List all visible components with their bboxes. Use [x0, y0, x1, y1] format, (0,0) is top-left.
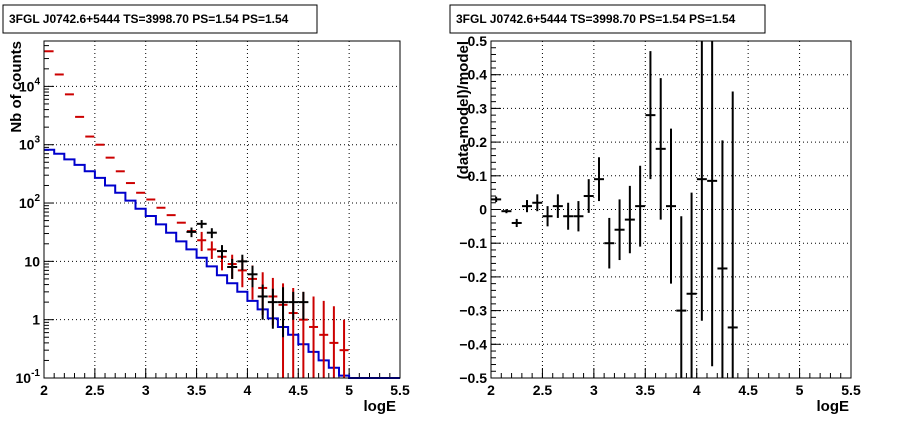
y-tick-label-2: 0.5 [468, 33, 488, 49]
plot-area-1 [44, 41, 400, 378]
y-tick-label-1: 10 [24, 253, 40, 269]
x-tick-label-2: 5 [796, 382, 804, 398]
y-tick-label-2: 0.3 [468, 100, 488, 116]
y-tick-label-2: −0.3 [459, 303, 487, 319]
y-tick-label-2: 0 [479, 202, 487, 218]
y-axis-title-2: (data-model)/model [455, 41, 472, 179]
title-box-2 [449, 4, 766, 34]
title-box-1 [2, 4, 318, 34]
y-tick-label-2: 0.4 [468, 67, 488, 83]
y-tick-label-1: 103 [19, 135, 41, 153]
x-tick-label-2: 2 [487, 382, 495, 398]
y-tick-label-1: 10-1 [16, 368, 41, 386]
model-step-line [44, 148, 400, 379]
x-tick-label-2: 5.5 [841, 382, 861, 398]
x-tick-label-1: 3.5 [187, 382, 207, 398]
x-tick-label-2: 3.5 [636, 382, 656, 398]
x-axis-title-1: logE [364, 398, 397, 415]
x-tick-label-1: 2 [40, 382, 48, 398]
x-tick-label-1: 5.5 [390, 382, 410, 398]
x-axis-title-2: logE [817, 398, 850, 415]
x-tick-label-1: 4.5 [289, 382, 309, 398]
x-tick-label-1: 5 [345, 382, 353, 398]
x-tick-label-2: 3 [590, 382, 598, 398]
y-tick-label-2: −0.2 [459, 269, 487, 285]
y-tick-label-1: 1 [32, 312, 40, 328]
x-tick-label-2: 4 [693, 382, 701, 398]
y-tick-label-2: −0.4 [459, 336, 487, 352]
plot-frame-1 [43, 40, 401, 379]
y-tick-label-2: −0.1 [459, 235, 487, 251]
plot-frame-2 [490, 40, 852, 379]
x-tick-label-1: 2.5 [85, 382, 105, 398]
chart-title-1: 3FGL J0742.6+5444 TS=3998.70 PS=1.54 PS=… [9, 12, 289, 26]
x-tick-label-1: 4 [244, 382, 252, 398]
y-tick-label-1: 104 [19, 76, 41, 94]
y-axis-title-1: Nb of counts [8, 41, 25, 133]
x-tick-label-2: 2.5 [533, 382, 553, 398]
x-tick-label-1: 3 [142, 382, 150, 398]
y-tick-label-2: −0.5 [459, 370, 487, 386]
y-tick-label-2: 0.2 [468, 134, 488, 150]
x-tick-label-2: 4.5 [738, 382, 758, 398]
chart-title-2: 3FGL J0742.6+5444 TS=3998.70 PS=1.54 PS=… [456, 12, 736, 26]
y-tick-label-2: 0.1 [468, 168, 488, 184]
y-tick-label-1: 102 [19, 193, 41, 211]
